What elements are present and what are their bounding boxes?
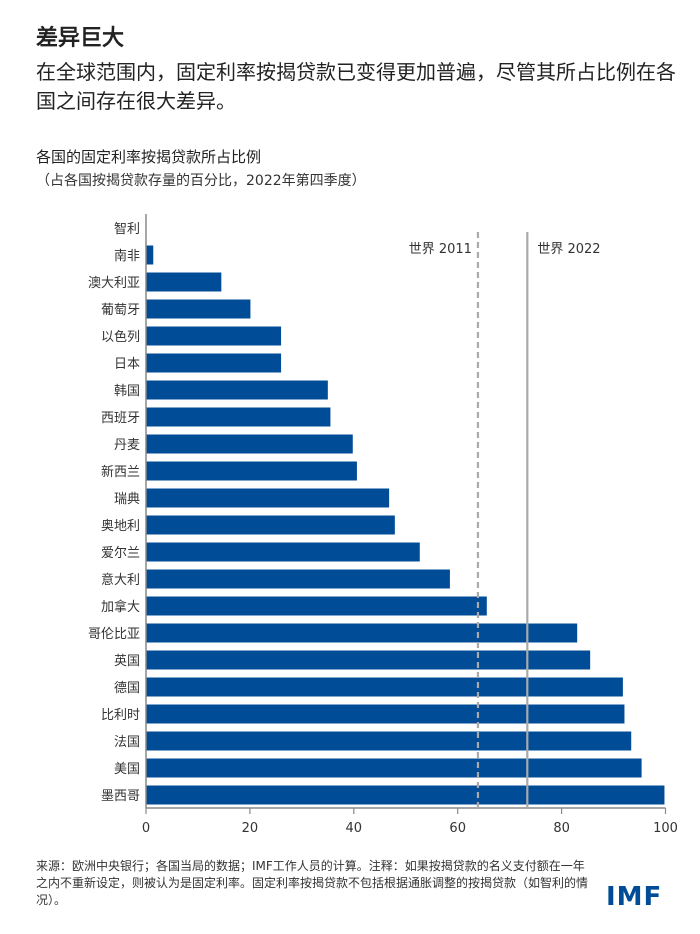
bar-意大利 — [146, 569, 450, 589]
category-label: 瑞典 — [114, 492, 140, 507]
category-label: 丹麦 — [114, 438, 140, 453]
bar-美国 — [146, 758, 642, 778]
category-label: 意大利 — [101, 572, 140, 588]
bar-南非 — [146, 245, 154, 265]
bar-丹麦 — [146, 434, 353, 454]
x-tick-label: 80 — [553, 821, 570, 836]
x-tick-label: 100 — [653, 821, 678, 836]
bar-韩国 — [146, 380, 328, 400]
reference-label: 世界 2022 — [537, 242, 600, 257]
x-tick-label: 40 — [346, 821, 363, 836]
bar-澳大利亚 — [146, 272, 222, 292]
bar-比利时 — [146, 704, 625, 724]
x-tick-label: 0 — [142, 821, 150, 836]
category-label: 哥伦比亚 — [88, 627, 140, 642]
bar-西班牙 — [146, 407, 331, 427]
category-label: 加拿大 — [101, 599, 140, 615]
category-label: 日本 — [114, 357, 140, 372]
x-tick-label: 20 — [242, 821, 259, 836]
bar-新西兰 — [146, 461, 357, 481]
category-label: 墨西哥 — [101, 789, 140, 804]
category-label: 美国 — [114, 762, 140, 777]
category-label: 智利 — [114, 222, 140, 237]
bar-加拿大 — [146, 596, 487, 616]
bar-爱尔兰 — [146, 542, 420, 562]
category-label: 新西兰 — [101, 464, 140, 480]
reference-label: 世界 2011 — [409, 242, 472, 257]
bar-日本 — [146, 353, 282, 373]
bar-德国 — [146, 677, 623, 697]
bar-墨西哥 — [146, 785, 665, 805]
category-label: 爱尔兰 — [101, 546, 140, 561]
bar-法国 — [146, 731, 632, 751]
category-label: 西班牙 — [101, 411, 140, 426]
bar-以色列 — [146, 326, 282, 346]
bar-葡萄牙 — [146, 299, 251, 319]
category-label: 澳大利亚 — [88, 275, 140, 291]
category-label: 英国 — [114, 654, 140, 669]
category-label: 比利时 — [101, 708, 140, 723]
category-label: 法国 — [114, 735, 140, 750]
page-title: 差异巨大 — [36, 26, 125, 51]
bar-奥地利 — [146, 515, 395, 535]
x-tick-label: 60 — [449, 821, 466, 836]
bar-瑞典 — [146, 488, 390, 508]
category-label: 南非 — [114, 248, 140, 264]
chart-title: 各国的固定利率按揭贷款所占比例 — [36, 148, 262, 166]
source-note: 来源：欧洲中央银行；各国当局的数据；IMF工作人员的计算。注释：如果按揭贷款的名… — [36, 859, 589, 907]
bar-英国 — [146, 650, 591, 670]
bar-哥伦比亚 — [146, 623, 578, 643]
chart-subtitle: （占各国按揭贷款存量的百分比，2022年第四季度） — [36, 173, 366, 189]
category-label: 韩国 — [114, 384, 140, 399]
page-subtitle: 在全球范围内，固定利率按揭贷款已变得更加普遍，尽管其所占比例在各国之间存在很大差… — [36, 60, 676, 113]
imf-logo: IMF — [606, 882, 663, 912]
category-label: 以色列 — [101, 329, 140, 345]
category-label: 奥地利 — [101, 519, 140, 534]
category-label: 德国 — [114, 681, 140, 696]
category-label: 葡萄牙 — [101, 303, 140, 318]
